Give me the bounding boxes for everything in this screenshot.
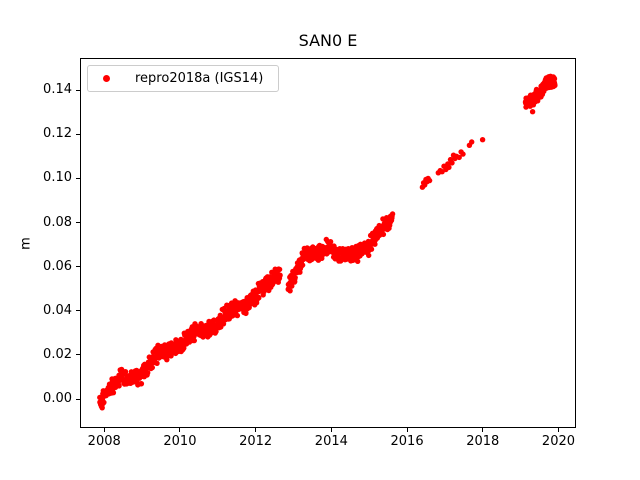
y-tick-label: 0.14	[43, 82, 72, 98]
y-axis-label: m	[18, 237, 34, 250]
legend-entry-label: repro2018a (IGS14)	[135, 71, 264, 86]
data-point	[116, 383, 122, 389]
data-point	[529, 109, 536, 115]
y-tick	[76, 398, 80, 400]
data-point	[154, 360, 160, 366]
data-point	[479, 137, 486, 143]
data-point	[355, 258, 361, 264]
y-tick-label: 0.00	[43, 391, 72, 407]
data-point	[446, 164, 452, 170]
data-point	[220, 321, 227, 327]
plot-area	[80, 58, 576, 428]
data-point	[181, 345, 187, 351]
data-point	[426, 177, 433, 184]
y-tick-label: 0.10	[43, 170, 72, 186]
chart-title: SAN0 E	[298, 31, 358, 50]
data-point	[200, 334, 206, 340]
data-point	[247, 301, 254, 307]
legend-box: repro2018a (IGS14)	[87, 65, 279, 92]
data-point	[243, 310, 249, 317]
y-tick-label: 0.06	[43, 258, 72, 274]
y-tick	[76, 133, 80, 135]
scatter-series	[97, 73, 558, 411]
data-point	[372, 241, 378, 247]
data-point	[368, 246, 375, 252]
data-point	[299, 262, 306, 268]
data-point	[234, 312, 241, 319]
x-tick	[557, 428, 559, 432]
x-tick-label: 2014	[314, 434, 348, 449]
x-tick-label: 2012	[239, 434, 273, 449]
x-tick	[103, 428, 105, 432]
y-tick-label: 0.02	[43, 346, 72, 362]
y-tick	[76, 266, 80, 268]
data-point	[149, 364, 155, 371]
data-point	[99, 405, 105, 411]
x-tick-label: 2018	[466, 434, 500, 449]
data-point	[551, 76, 558, 82]
data-point	[277, 272, 283, 278]
y-tick	[76, 222, 80, 224]
data-point	[449, 160, 455, 166]
x-tick	[482, 428, 484, 432]
x-tick	[330, 428, 332, 432]
y-tick	[76, 177, 80, 179]
legend-dot-icon	[103, 75, 110, 82]
data-point	[191, 337, 197, 344]
data-point	[276, 266, 283, 273]
x-tick	[179, 428, 181, 432]
data-point	[292, 274, 298, 281]
x-tick-label: 2010	[163, 434, 197, 449]
data-point	[389, 211, 396, 217]
data-point	[552, 82, 558, 89]
data-point	[366, 252, 372, 259]
y-tick-label: 0.08	[43, 214, 72, 230]
data-point	[327, 239, 334, 245]
y-tick	[76, 89, 80, 91]
y-tick-label: 0.04	[43, 302, 72, 318]
x-tick-label: 2020	[541, 434, 576, 449]
x-tick-label: 2016	[390, 434, 424, 449]
x-tick	[406, 428, 408, 432]
data-point	[122, 369, 129, 375]
y-tick	[76, 310, 80, 312]
data-point	[101, 399, 107, 406]
data-point	[110, 390, 117, 396]
data-point	[389, 215, 395, 221]
data-point	[138, 381, 145, 387]
data-point	[287, 288, 293, 294]
data-point	[456, 154, 462, 161]
data-point	[380, 231, 387, 238]
x-tick	[255, 428, 257, 432]
data-point	[469, 139, 475, 145]
x-tick-label: 2008	[87, 434, 121, 449]
data-point	[256, 295, 262, 301]
y-tick-label: 0.12	[43, 126, 72, 142]
data-point	[145, 370, 151, 376]
y-tick	[76, 354, 80, 356]
data-point	[460, 151, 466, 157]
